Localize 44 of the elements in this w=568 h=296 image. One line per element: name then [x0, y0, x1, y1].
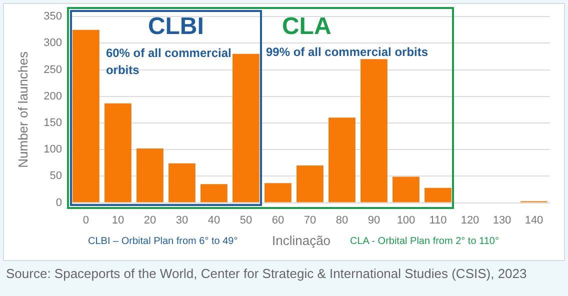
- text: CLA - Orbital Plan from 2° to 110°: [350, 236, 499, 247]
- bar: [296, 166, 324, 202]
- x-tick-label: 70: [304, 214, 316, 226]
- bar: [136, 148, 164, 202]
- bar: [328, 118, 356, 202]
- x-tick-label: 20: [144, 214, 156, 226]
- x-tick-label: 50: [240, 214, 252, 226]
- y-tick-label: 50: [50, 170, 62, 182]
- x-tick-label: 110: [429, 214, 447, 226]
- y-tick-label: 0: [56, 196, 62, 209]
- x-axis-title: Inclinação: [272, 233, 331, 248]
- bar: [392, 176, 420, 202]
- x-tick-label: 80: [336, 214, 348, 226]
- x-tick-label: 10: [112, 214, 124, 226]
- x-tick-label: 90: [368, 214, 380, 226]
- y-tick-label: 250: [44, 64, 62, 76]
- bar: [232, 54, 260, 202]
- annotation: CLBI: [146, 12, 205, 41]
- x-tick-label: 140: [524, 214, 544, 226]
- y-tick-label: 350: [44, 10, 62, 23]
- x-tick-label: 30: [176, 214, 188, 226]
- x-tick-label: 100: [396, 214, 416, 226]
- x-tick-label: 40: [208, 214, 220, 226]
- annotation: 99% of all commercial orbits: [266, 44, 428, 59]
- annotation: 60% of all commercial orbits: [106, 44, 232, 79]
- bar: [360, 59, 388, 202]
- y-tick-label: 300: [44, 37, 62, 50]
- bar: [168, 163, 196, 202]
- bar: [200, 184, 228, 202]
- source-note: Source: Spaceports of the World, Center for Strategic & International Studies (CSIS), 2023: [6, 266, 527, 281]
- bar: [104, 103, 132, 202]
- y-tick-label: 200: [44, 90, 62, 102]
- y-tick-label: 100: [44, 144, 62, 156]
- text: CLBI – Orbital Plan from 6° to 49°: [88, 236, 238, 247]
- x-tick-label: 130: [492, 214, 512, 226]
- bar: [424, 188, 452, 202]
- x-tick-label: 0: [82, 214, 90, 226]
- x-tick-label: 60: [272, 214, 284, 226]
- annotation: CLA: [282, 12, 332, 41]
- y-tick-label: 150: [44, 117, 62, 130]
- bar: [264, 183, 292, 202]
- y-axis-title: Number of launches: [15, 51, 30, 168]
- x-tick-label: 120: [460, 214, 480, 226]
- bar: [72, 30, 100, 202]
